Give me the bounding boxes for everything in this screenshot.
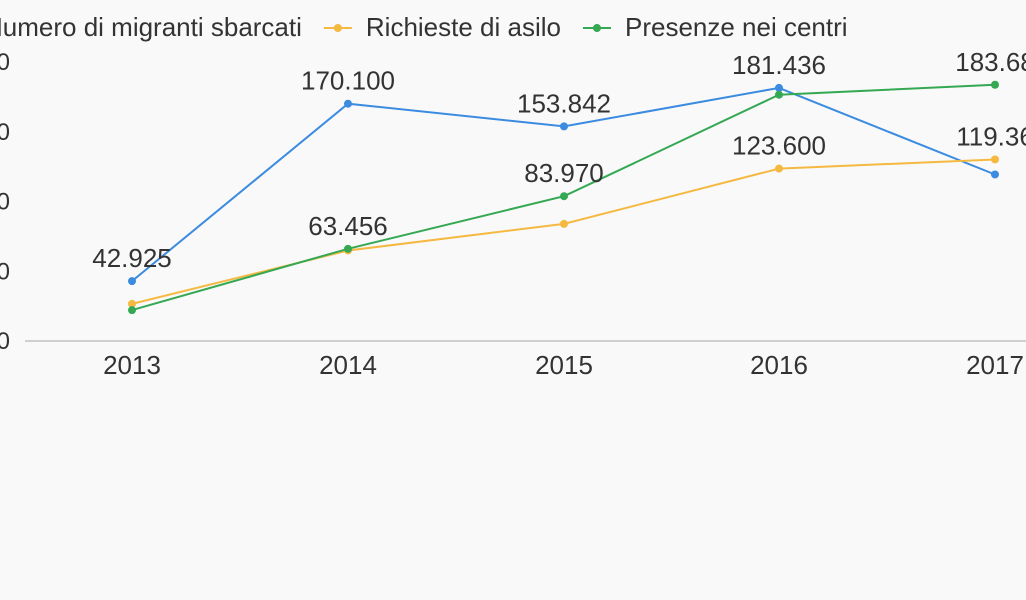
legend-label: Richieste di asilo <box>366 12 561 42</box>
legend-item: Numero di migranti sbarcati <box>0 12 302 42</box>
data-point <box>128 306 136 315</box>
series-2: 123.600 119.36 <box>128 121 1026 308</box>
data-label: 181.436 <box>732 50 826 80</box>
x-axis: 2013 2014 2015 2016 2017 <box>103 350 1024 380</box>
data-point <box>560 219 568 228</box>
y-tick-label: 0 <box>0 49 10 76</box>
data-label: 170.100 <box>301 66 395 96</box>
data-point <box>560 122 568 131</box>
x-tick-label: 2013 <box>103 350 161 380</box>
data-point <box>344 244 352 253</box>
data-label: 42.925 <box>92 243 172 273</box>
y-tick-label: 0 <box>0 258 10 285</box>
series-1: 42.925 170.100 153.842 181.436 <box>92 50 999 286</box>
data-label: 83.970 <box>524 158 604 188</box>
legend-label: Numero di migranti sbarcati <box>0 12 302 42</box>
plot-area: 42.925 170.100 153.842 181.436 123.600 119.3 6… <box>92 47 1026 315</box>
y-axis: 0 0 0 0 0 <box>0 49 10 355</box>
data-point <box>775 90 783 99</box>
y-tick-label: 0 <box>0 119 10 146</box>
data-label: 119.36 <box>956 121 1026 151</box>
data-label: 153.842 <box>517 88 611 118</box>
legend-swatch-point <box>333 24 342 32</box>
legend-label: Presenze nei centri <box>625 12 848 42</box>
data-point <box>991 80 999 89</box>
data-point <box>991 170 999 179</box>
x-tick-label: 2015 <box>535 350 593 380</box>
legend: Numero di migranti sbarcati Richieste di … <box>0 12 848 42</box>
data-point <box>128 277 136 286</box>
legend-swatch-point <box>592 24 601 32</box>
data-point <box>991 155 999 164</box>
data-point <box>775 164 783 173</box>
data-point <box>344 99 352 108</box>
y-tick-label: 0 <box>0 328 10 355</box>
data-point <box>560 192 568 201</box>
legend-item: Richieste di asilo <box>323 12 561 42</box>
data-point <box>775 83 783 92</box>
data-point <box>128 299 136 308</box>
data-label: 123.600 <box>732 131 826 161</box>
x-tick-label: 2017 <box>966 350 1024 380</box>
data-label: 63.456 <box>308 211 388 241</box>
y-tick-label: 0 <box>0 189 10 216</box>
legend-item: Presenze nei centri <box>582 12 848 42</box>
x-tick-label: 2014 <box>319 350 377 380</box>
x-tick-label: 2016 <box>750 350 808 380</box>
series-3: 63.456 83.970 183.68 <box>128 47 1026 315</box>
data-label: 183.68 <box>955 47 1026 77</box>
